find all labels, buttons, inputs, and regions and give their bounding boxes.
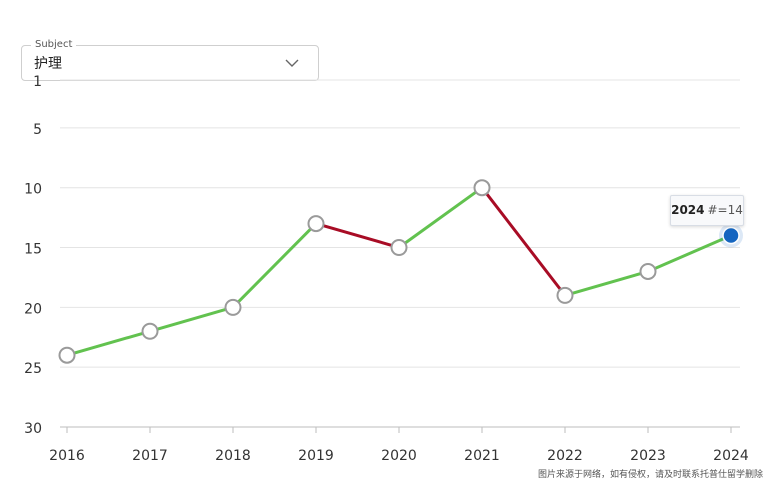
data-point xyxy=(390,239,408,257)
series-segment xyxy=(480,186,567,297)
point-tooltip: 2024 #=14 xyxy=(670,195,744,226)
x-tick-label: 2023 xyxy=(630,448,666,464)
subject-select-label: Subject xyxy=(31,38,77,52)
y-tick-label: 10 xyxy=(24,182,42,198)
y-tick-label: 5 xyxy=(33,122,42,138)
data-point xyxy=(58,346,76,364)
x-tick-label: 2024 xyxy=(713,448,749,464)
series-segment xyxy=(148,305,235,333)
y-tick-label: 20 xyxy=(24,301,42,317)
x-tick-label: 2018 xyxy=(215,448,251,464)
subject-select[interactable]: Subject 护理 xyxy=(21,38,319,81)
data-point xyxy=(639,262,657,280)
data-point xyxy=(224,298,242,316)
watermark-text: 图片来源于网络，如有侵权，请及时联系托普仕留学删除 xyxy=(537,470,763,480)
y-tick-label: 1 xyxy=(33,74,42,90)
series-segment xyxy=(231,222,318,309)
x-tick-label: 2017 xyxy=(132,448,168,464)
x-tick-label: 2016 xyxy=(49,448,85,464)
data-point xyxy=(473,179,491,197)
tooltip-label: #=14 xyxy=(707,203,743,217)
series-segment xyxy=(563,269,650,297)
x-tick-label: 2022 xyxy=(547,448,583,464)
x-tick-label: 2020 xyxy=(381,448,417,464)
data-point xyxy=(307,215,325,233)
subject-select-value: 护理 xyxy=(34,56,62,72)
series-segment xyxy=(646,234,733,273)
y-tick-label: 25 xyxy=(24,361,42,377)
chevron-down-icon[interactable] xyxy=(284,55,300,71)
highlighted-data-point xyxy=(722,226,740,245)
y-tick-label: 15 xyxy=(24,242,42,258)
x-tick-label: 2021 xyxy=(464,448,500,464)
series-segment xyxy=(397,186,484,250)
y-tick-label: 30 xyxy=(24,421,42,437)
data-point xyxy=(141,322,159,340)
tooltip-year: 2024 xyxy=(671,203,705,217)
series-segment xyxy=(65,329,152,357)
data-point xyxy=(556,286,574,304)
series-segment xyxy=(314,222,401,250)
x-tick-label: 2019 xyxy=(298,448,334,464)
